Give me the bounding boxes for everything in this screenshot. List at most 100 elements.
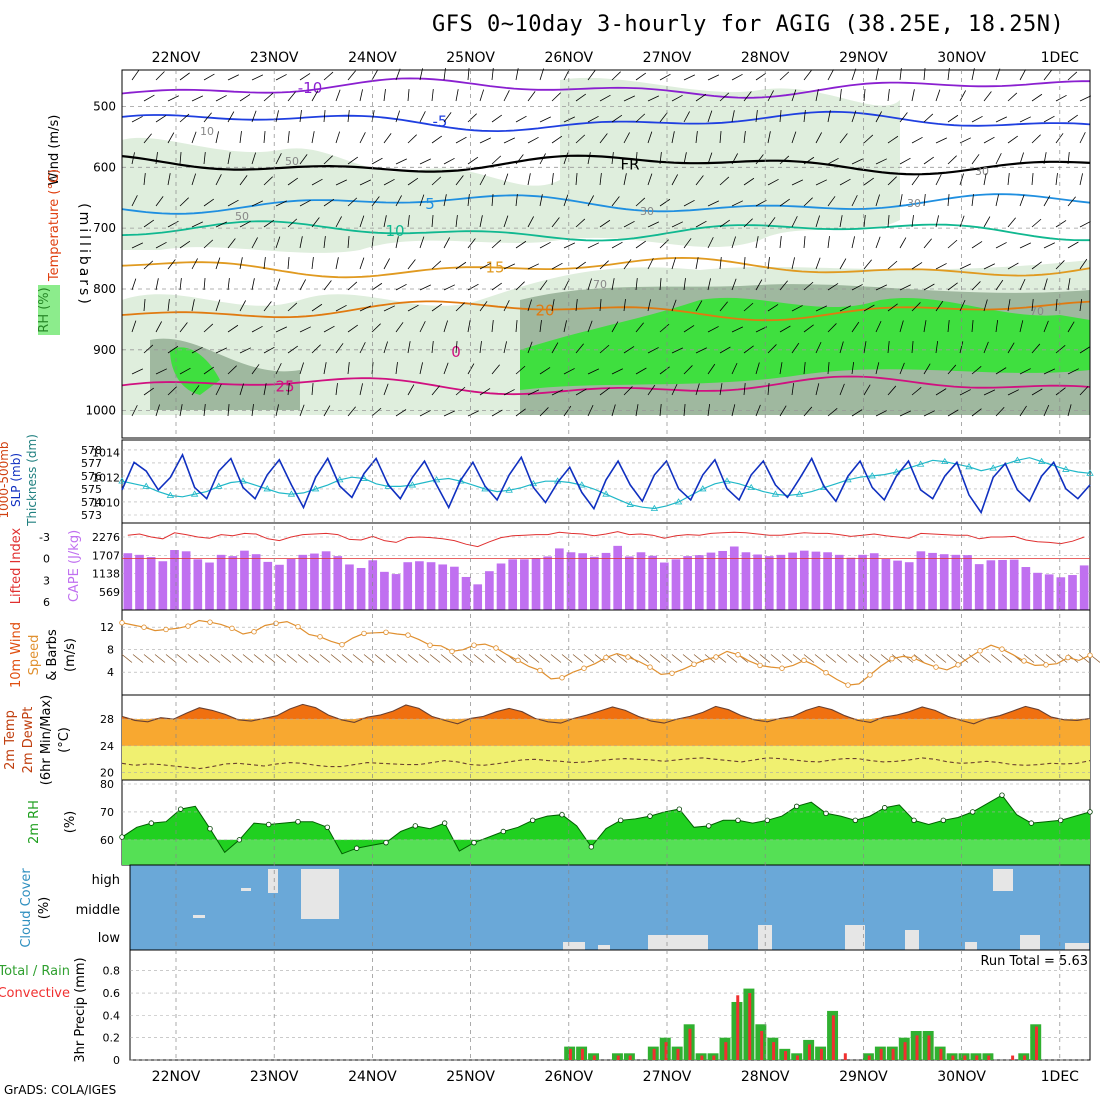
- wind-barb: [755, 362, 760, 375]
- wind-ylabel-2: Speed: [27, 635, 42, 676]
- wind-barb: [899, 112, 908, 123]
- wind-barb: [263, 219, 275, 228]
- wind-barb: [263, 257, 266, 270]
- cape-bar: [403, 562, 413, 610]
- wind-speed-marker: [493, 645, 499, 651]
- wind-barb: [767, 178, 779, 186]
- credit-label: GrADS: COLA/IGES: [4, 1083, 117, 1097]
- lifted-ylabel: Lifted Index: [9, 527, 24, 604]
- wind-barb: [275, 363, 282, 375]
- wind-barb: [575, 134, 586, 144]
- date-label-bottom: 29NOV: [839, 1069, 888, 1085]
- cape-bar: [1056, 577, 1066, 610]
- wind-barb: [755, 154, 764, 165]
- rh-marker: [500, 828, 507, 835]
- wind-barb: [995, 153, 1002, 165]
- wind-barb: [143, 133, 152, 144]
- wind-barb: [131, 368, 144, 375]
- wind-barb: [683, 111, 690, 123]
- wind-barb: [263, 176, 273, 186]
- wind-barb: [587, 242, 599, 249]
- wind-barb: [311, 178, 323, 186]
- wind-barb: [719, 176, 730, 186]
- wind-barb: [587, 404, 594, 417]
- wind-barb: [131, 320, 137, 333]
- wind-barb: [635, 152, 638, 165]
- wind-barb: [851, 158, 864, 165]
- wind-barb: [959, 299, 966, 312]
- wind-barb: [239, 347, 251, 354]
- cape-bar: [135, 554, 144, 610]
- dewpoint-line: [121, 757, 1091, 770]
- wind-barb: [335, 89, 341, 102]
- wind-barb: [887, 260, 898, 270]
- wind-barb: [707, 237, 714, 249]
- wind-speed-marker: [845, 682, 851, 688]
- wind-barb: [911, 302, 921, 312]
- precip-conv-bar: [688, 1028, 692, 1060]
- wind-barb: [899, 237, 907, 249]
- cape-bar: [729, 546, 739, 610]
- wind-barb: [995, 320, 999, 333]
- rh-marker: [295, 819, 301, 825]
- wind-barb: [239, 300, 246, 312]
- wind-barb: [959, 263, 972, 270]
- wind-barb: [227, 238, 236, 249]
- wind-barb: [791, 131, 797, 144]
- cloud-block: [965, 942, 977, 950]
- wind10-barb: [858, 654, 870, 663]
- wind-barb: [1031, 218, 1042, 228]
- wind-barb: [359, 179, 372, 186]
- cape-bar: [590, 556, 599, 610]
- wind-barb: [203, 239, 214, 249]
- wind-barb: [1055, 299, 1058, 312]
- wind-barb: [503, 300, 510, 312]
- wind-barb: [947, 194, 950, 207]
- cloud-block: [301, 869, 339, 919]
- wind-barb: [935, 388, 947, 396]
- rh-fill: [122, 795, 1090, 854]
- wind-speed-marker: [1021, 658, 1027, 664]
- wind-barb: [539, 241, 551, 249]
- rh-marker: [793, 803, 800, 810]
- wind-barb: [923, 113, 934, 123]
- rh-marker: [119, 834, 125, 840]
- wind-barb: [203, 323, 214, 333]
- thickness-tick-label: 578: [81, 444, 102, 457]
- cape-bar: [753, 554, 762, 610]
- cape-bar: [415, 561, 424, 610]
- wind-barb: [215, 174, 222, 186]
- wind10-barb: [770, 654, 782, 663]
- wind-barb: [803, 362, 806, 375]
- wind-barb: [695, 175, 704, 186]
- wind-barb: [707, 278, 711, 291]
- thickness-marker: [311, 485, 320, 492]
- rh-marker: [324, 824, 331, 830]
- wind-barb: [803, 236, 806, 249]
- wind-barb: [971, 194, 974, 207]
- cape-bar: [123, 553, 133, 610]
- wind-barb: [767, 131, 771, 144]
- wind-barb: [143, 387, 155, 396]
- wind-barb: [911, 387, 922, 396]
- cape-bar: [205, 562, 214, 610]
- wind-barb: [1043, 404, 1050, 417]
- precip-conv-bar: [580, 1048, 584, 1060]
- precip-conv-bar: [819, 1048, 823, 1060]
- wind-barb: [311, 217, 320, 228]
- wind-barb: [1031, 343, 1041, 354]
- cloud-block: [193, 915, 205, 918]
- wind-barb: [851, 362, 855, 375]
- wind-barb: [1067, 404, 1072, 417]
- wind-barb: [1019, 278, 1026, 291]
- wind10-barb: [638, 654, 650, 663]
- cape-bar: [648, 555, 657, 610]
- wind-barb: [275, 153, 282, 165]
- precip-conv-bar: [772, 1042, 776, 1060]
- precip-conv-bar: [975, 1055, 979, 1060]
- wind-barb: [803, 110, 806, 123]
- wind-barb: [635, 278, 638, 291]
- wind-barb: [215, 384, 222, 396]
- wind-barb: [371, 196, 380, 207]
- wind-speed-marker: [999, 646, 1005, 652]
